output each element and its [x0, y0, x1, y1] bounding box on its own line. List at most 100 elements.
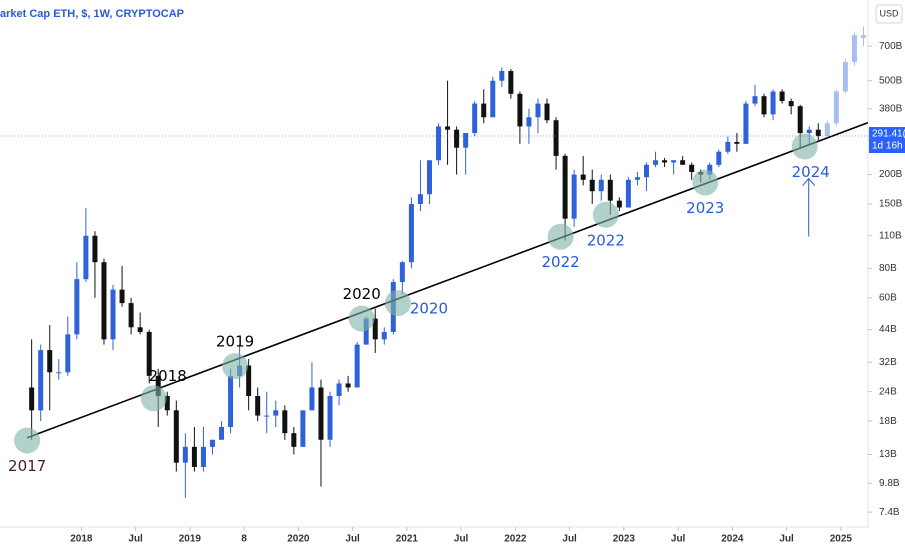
candle-body: [381, 331, 387, 340]
candle-body: [336, 383, 342, 397]
annotation-circle: [547, 223, 574, 250]
candle-body: [815, 129, 821, 137]
candle-body: [716, 151, 722, 165]
candle-body: [625, 179, 631, 208]
candle-body: [616, 200, 622, 208]
candle-body: [490, 80, 496, 118]
candle-body: [417, 194, 423, 205]
candle-body: [56, 372, 62, 374]
candle-body: [92, 235, 98, 263]
last-price-box: [869, 127, 905, 154]
candle-body: [318, 387, 324, 440]
candle-body: [689, 164, 695, 173]
candle-body: [399, 262, 405, 283]
candle-body: [463, 133, 469, 148]
candle-body: [128, 303, 134, 328]
candle-body: [526, 117, 532, 127]
candle-body: [562, 155, 568, 219]
annotation-label: 2017: [8, 457, 46, 475]
candle-body: [191, 446, 197, 467]
candle-body: [860, 35, 866, 38]
y-tick-label: 200B: [879, 169, 903, 180]
x-tick-label: Jul: [345, 534, 360, 545]
candle-body: [589, 179, 595, 192]
candle-body: [327, 396, 333, 440]
y-tick-label: 18B: [879, 416, 897, 427]
candle-body: [544, 103, 550, 121]
x-tick-label: 2024: [721, 534, 744, 545]
candle-body: [363, 318, 369, 345]
candle-body: [110, 289, 116, 340]
candle-body: [634, 177, 640, 180]
annotation-circle: [791, 133, 818, 160]
candle-body: [219, 426, 225, 440]
candle-body: [47, 350, 53, 373]
annotation-circle: [348, 305, 375, 332]
candle-body: [408, 204, 414, 263]
y-tick-label: 7.4B: [879, 507, 900, 518]
x-tick-label: 2020: [287, 534, 310, 545]
candle-body: [580, 174, 586, 180]
annotation-label: 2019: [216, 333, 254, 351]
x-tick-label: Jul: [128, 534, 143, 545]
candle-body: [752, 96, 758, 104]
x-tick-label: 2023: [613, 534, 636, 545]
candle-body: [481, 103, 487, 118]
annotation-circle: [592, 201, 619, 228]
trendline: [26, 121, 868, 439]
candle-body: [680, 160, 686, 165]
candle-body: [164, 396, 170, 411]
annotation-label: 2020: [343, 285, 381, 303]
candle-body: [734, 141, 740, 144]
y-tick-label: 9.8B: [879, 478, 900, 489]
candle-body: [517, 93, 523, 127]
annotation-label: 2023: [686, 199, 724, 217]
candle-body: [806, 129, 812, 134]
candle-body: [851, 35, 857, 63]
candle-body: [345, 383, 351, 388]
annotation-label: 2018: [149, 367, 187, 385]
candle-body: [29, 387, 35, 411]
candle-body: [83, 235, 89, 280]
x-tick-label: Jul: [779, 534, 794, 545]
annotation-circle: [692, 169, 719, 196]
x-tick-label: Jul: [562, 534, 577, 545]
candle-body: [101, 262, 107, 340]
annotation-circle: [222, 353, 249, 380]
annotation-label: 2022: [541, 253, 579, 271]
candle-body: [472, 103, 478, 134]
currency-box[interactable]: [875, 4, 903, 24]
x-tick-label: 2025: [830, 534, 853, 545]
candle-body: [607, 179, 613, 201]
candle-body: [436, 126, 442, 161]
currency[interactable]: USD: [879, 8, 899, 18]
candle-body: [653, 160, 659, 165]
y-tick-label: 13B: [879, 449, 897, 460]
y-tick-label: 80B: [879, 263, 897, 274]
candle-body: [246, 365, 252, 397]
candle-body: [725, 141, 731, 152]
x-tick-label: Jul: [454, 534, 469, 545]
candle-body: [291, 433, 297, 447]
candle-body: [74, 279, 80, 335]
y-tick-label: 500B: [879, 75, 903, 86]
candle-body: [824, 123, 830, 137]
candle-body: [38, 350, 44, 411]
candle-body: [309, 387, 315, 411]
annotation-circle: [140, 385, 167, 412]
candle-body: [535, 103, 541, 118]
y-tick-label: 700B: [879, 41, 903, 52]
candle-body: [662, 160, 668, 163]
x-tick-label: 2018: [70, 534, 93, 545]
candle-body: [571, 174, 577, 219]
candle-body: [788, 101, 794, 107]
candle-body: [137, 327, 143, 332]
candle-body: [797, 106, 803, 134]
annotation-label: 2022: [587, 231, 625, 249]
x-tick-label: 2021: [396, 534, 419, 545]
candle-body: [761, 96, 767, 115]
candle-body: [842, 62, 848, 92]
x-tick-label: 2022: [504, 534, 527, 545]
candle-body: [499, 70, 505, 81]
candle-body: [643, 164, 649, 178]
